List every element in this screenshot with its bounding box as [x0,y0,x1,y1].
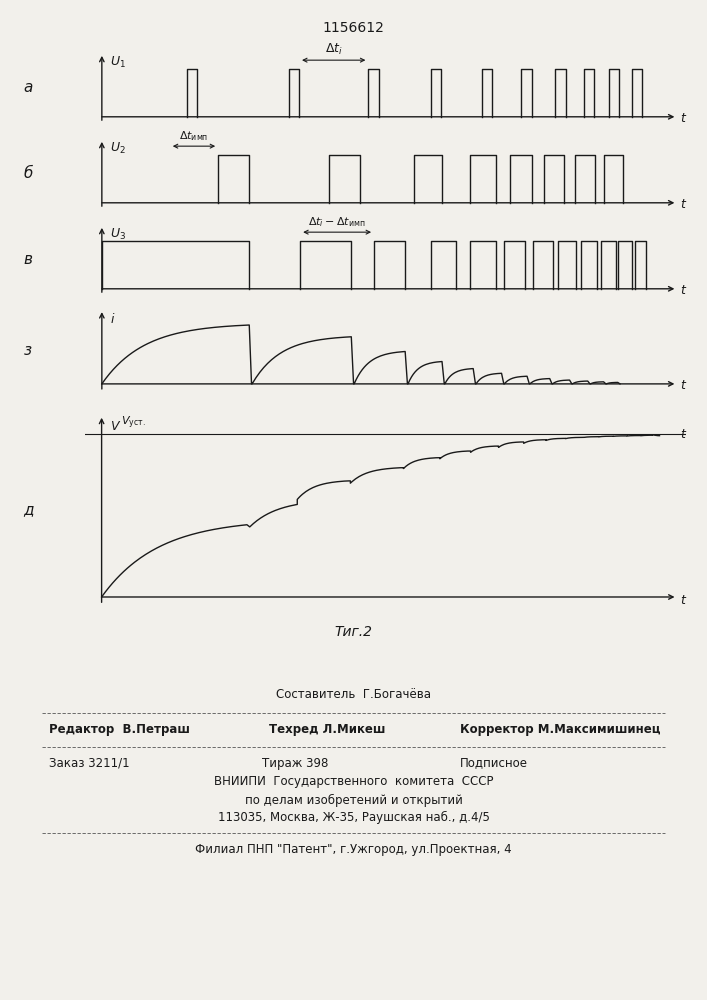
Text: t: t [680,594,685,607]
Text: $\Delta t_{\text{имп}}$: $\Delta t_{\text{имп}}$ [179,129,209,143]
Text: Составитель  Г.Богачёва: Составитель Г.Богачёва [276,688,431,702]
Text: Тираж 398: Тираж 398 [262,756,328,770]
Text: $U_2$: $U_2$ [110,141,126,156]
Text: 113035, Москва, Ж-35, Раушская наб., д.4/5: 113035, Москва, Ж-35, Раушская наб., д.4… [218,810,489,824]
Text: а: а [23,81,33,96]
Text: Редактор  В.Петраш: Редактор В.Петраш [49,724,190,736]
Text: $U_3$: $U_3$ [110,227,127,242]
Text: t: t [680,284,685,297]
Text: Подписное: Подписное [460,756,527,770]
Text: д: д [23,502,33,518]
Text: t: t [680,428,685,441]
Text: 1156612: 1156612 [322,21,385,35]
Text: $i$: $i$ [110,312,116,326]
Text: $\Delta t_i$: $\Delta t_i$ [325,42,343,57]
Text: t: t [680,112,685,125]
Text: в: в [24,252,33,267]
Text: Заказ 3211/1: Заказ 3211/1 [49,756,130,770]
Text: ВНИИПИ  Государственного  комитета  СССР: ВНИИПИ Государственного комитета СССР [214,776,493,788]
Text: Филиал ПНП "Патент", г.Ужгород, ул.Проектная, 4: Филиал ПНП "Патент", г.Ужгород, ул.Проек… [195,844,512,856]
Text: б: б [23,166,33,181]
Text: Корректор М.Максимишинец: Корректор М.Максимишинец [460,724,660,736]
Text: $U_1$: $U_1$ [110,55,127,70]
Text: $\Delta t_i - \Delta t_{\text{имп}}$: $\Delta t_i - \Delta t_{\text{имп}}$ [308,215,366,229]
Text: по делам изобретений и открытий: по делам изобретений и открытий [245,793,462,807]
Text: t: t [680,379,685,392]
Text: t: t [680,198,685,211]
Text: $V$: $V$ [110,420,122,433]
Text: Техред Л.Микеш: Техред Л.Микеш [269,724,385,736]
Text: Τиг.2: Τиг.2 [334,625,373,639]
Text: з: з [24,343,33,358]
Text: $V_{\text{уст.}}$: $V_{\text{уст.}}$ [121,415,146,431]
